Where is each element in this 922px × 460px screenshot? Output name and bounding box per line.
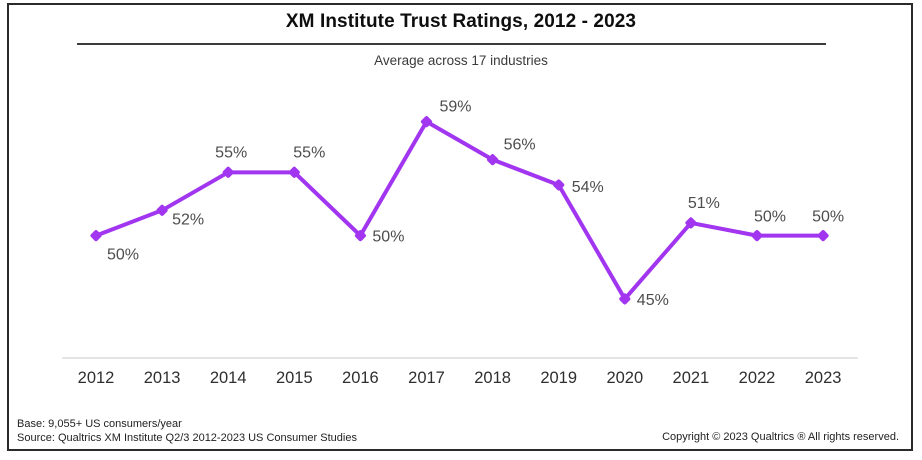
chart-title: XM Institute Trust Ratings, 2012 - 2023 <box>285 11 637 32</box>
data-point-marker <box>156 204 168 216</box>
data-point-marker <box>90 230 102 242</box>
data-point-label: 54% <box>572 179 604 196</box>
footer-source-note: Source: Qualtrics XM Institute Q2/3 2012… <box>17 432 357 444</box>
x-tick-label: 2023 <box>805 369 842 387</box>
footer-base-note: Base: 9,055+ US consumers/year <box>17 418 182 430</box>
chart-frame <box>7 3 913 451</box>
data-point-label: 51% <box>688 195 720 212</box>
x-tick-label: 2013 <box>144 369 181 387</box>
data-point-marker <box>222 166 234 178</box>
data-point-label: 56% <box>504 137 536 154</box>
data-point-marker <box>553 179 565 191</box>
x-tick-label: 2016 <box>342 369 379 387</box>
x-tick-label: 2021 <box>673 369 710 387</box>
data-point-label: 50% <box>812 209 844 226</box>
trend-line <box>94 119 826 301</box>
x-tick-label: 2017 <box>408 369 445 387</box>
x-tick-label: 2012 <box>78 369 115 387</box>
x-tick-label: 2015 <box>276 369 313 387</box>
title-underline <box>77 43 826 45</box>
data-point-marker <box>354 230 366 242</box>
data-point-label: 59% <box>440 99 472 116</box>
data-point-label: 55% <box>215 144 247 161</box>
footer-copyright: Copyright © 2023 Qualtrics ® All rights … <box>662 431 899 443</box>
data-point-marker <box>487 154 499 166</box>
data-point-label: 52% <box>172 211 204 228</box>
data-point-marker <box>751 230 763 242</box>
chart-subtitle: Average across 17 industries <box>374 53 548 68</box>
x-tick-label: 2014 <box>210 369 247 387</box>
x-tick-label: 2022 <box>739 369 776 387</box>
footer-notes: Base: 9,055+ US consumers/year Source: Q… <box>17 417 357 445</box>
data-point-label: 45% <box>637 292 669 309</box>
data-point-label: 50% <box>754 209 786 226</box>
x-tick-label: 2018 <box>474 369 511 387</box>
x-tick-label: 2019 <box>540 369 577 387</box>
data-point-marker <box>685 217 697 229</box>
data-point-label: 50% <box>107 247 139 264</box>
data-point-label: 55% <box>293 144 325 161</box>
data-point-label: 50% <box>372 229 404 246</box>
data-point-marker <box>288 166 300 178</box>
data-point-marker <box>817 230 829 242</box>
data-point-marker <box>420 116 433 128</box>
x-tick-label: 2020 <box>606 369 643 387</box>
data-point-marker <box>619 293 631 305</box>
